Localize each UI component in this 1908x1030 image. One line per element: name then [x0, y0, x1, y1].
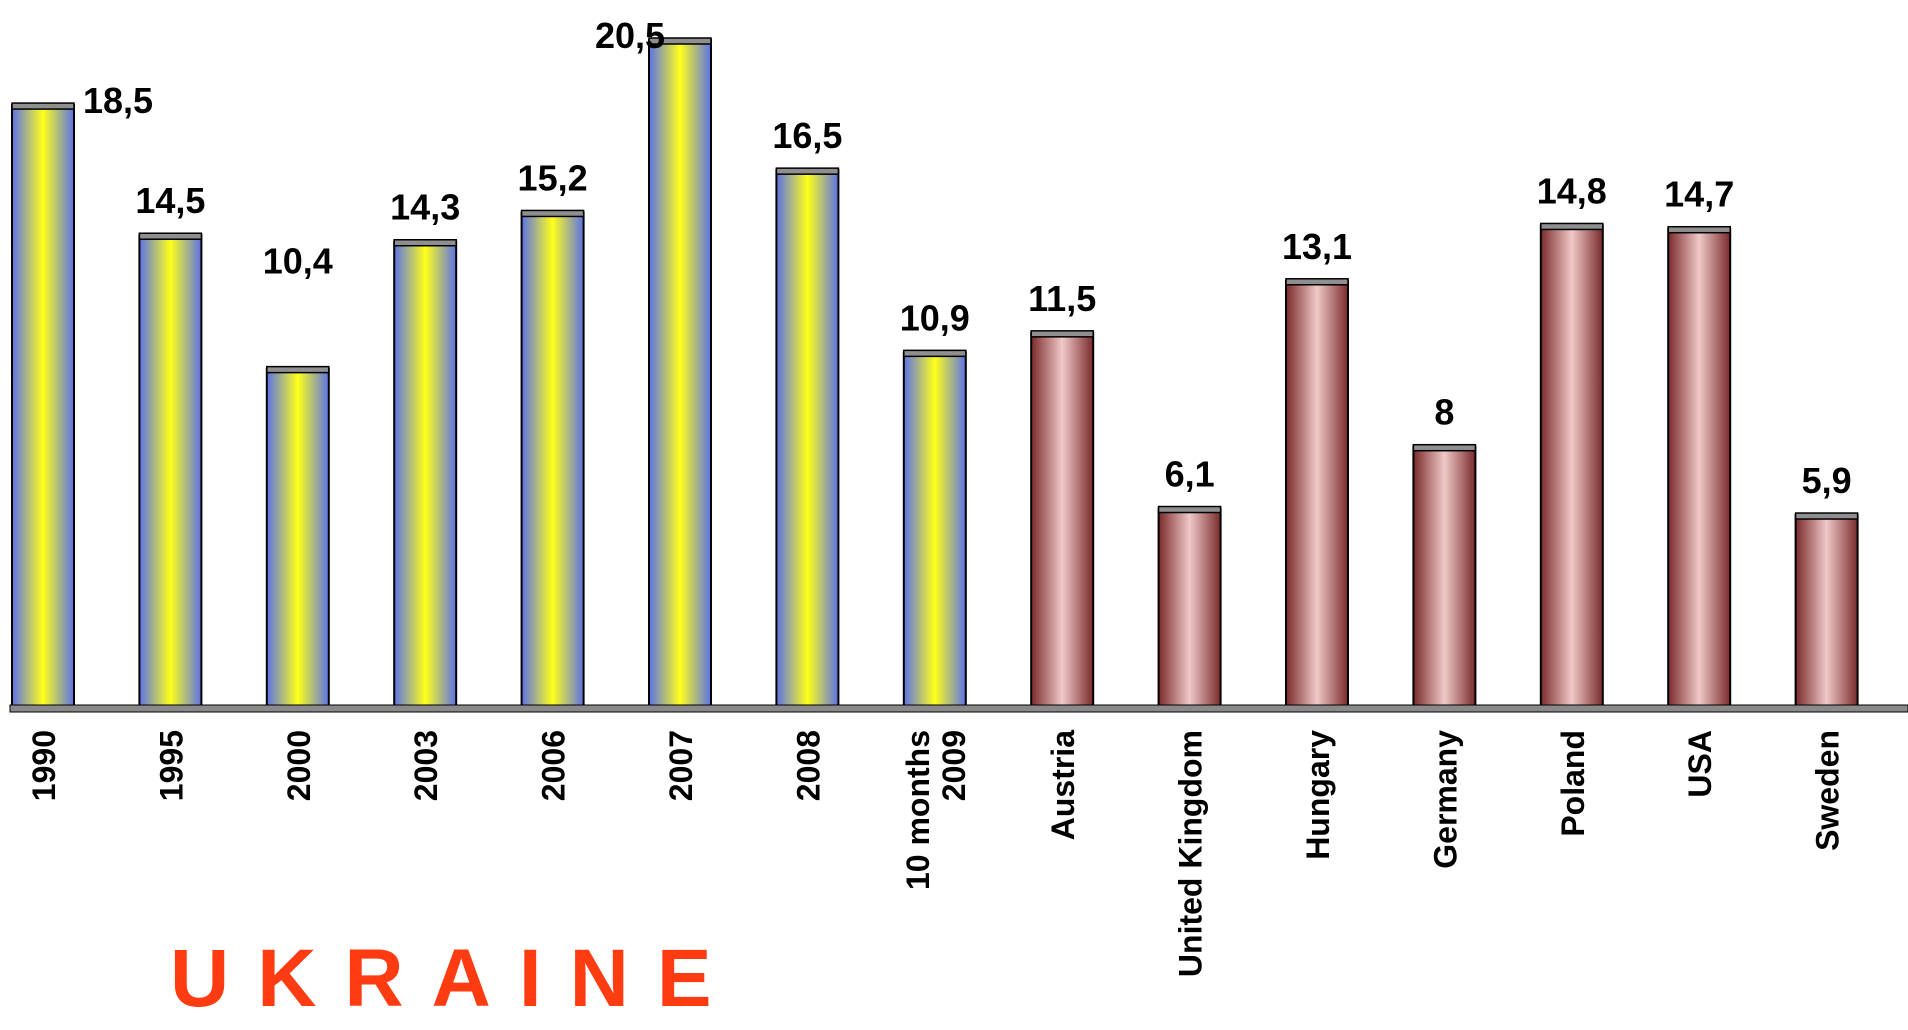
bar-2007	[648, 39, 712, 711]
category-label-text-2008: 2008	[790, 730, 826, 801]
category-label-text-austria: Austria	[1045, 730, 1081, 840]
category-label-text-10-months-2009-0: 10 months	[900, 730, 936, 890]
value-label-united-kingdom: 6,1	[1165, 454, 1215, 495]
category-label-2006: 2006	[536, 730, 572, 801]
category-label-text-germany: Germany	[1427, 730, 1463, 869]
category-label-text-poland: Poland	[1555, 730, 1591, 837]
category-label-poland: Poland	[1555, 730, 1591, 837]
value-label-2007: 20,5	[595, 15, 665, 56]
bar-top-hungary	[1285, 278, 1349, 286]
bar-10-months-2009	[902, 351, 967, 711]
category-label-text-2003: 2003	[408, 730, 444, 801]
category-label-2000: 2000	[281, 730, 317, 801]
bars	[11, 37, 1859, 712]
category-label-2008: 2008	[790, 730, 826, 801]
ukraine-group-label: UKRAINE	[170, 933, 740, 1024]
category-label-text-10-months-2009-1: 2009	[936, 730, 972, 801]
value-label-austria: 11,5	[1028, 278, 1096, 319]
bar-top-10-months-2009	[903, 349, 967, 358]
bar-2003	[393, 240, 458, 711]
bar-2006	[520, 211, 585, 711]
bar-top-2006	[520, 209, 585, 218]
bar-2000	[265, 367, 330, 711]
bar-top-poland	[1540, 222, 1604, 231]
bar-top-2003	[393, 238, 457, 247]
bar-top-austria	[1030, 330, 1094, 338]
bar-1995	[138, 234, 203, 711]
value-label-2000: 10,4	[263, 241, 333, 282]
category-label-sweden: Sweden	[1810, 730, 1846, 851]
category-label-1995: 1995	[153, 730, 189, 801]
bar-sweden	[1794, 514, 1859, 711]
value-labels: 18,5 14,5 10,4 14,3 15,2 20,5 16,5 10,9 11,5 6,1 1…	[83, 15, 1852, 501]
category-label-text-1990: 1990	[26, 730, 62, 801]
bar-top-1990	[11, 102, 75, 110]
bar-1990	[11, 104, 75, 711]
bar-top-germany	[1412, 443, 1477, 452]
value-label-sweden: 5,9	[1802, 460, 1852, 501]
category-label-text-2006: 2006	[536, 730, 572, 801]
category-label-text-1995: 1995	[153, 730, 189, 801]
bar-top-sweden	[1794, 512, 1859, 520]
value-label-1995: 14,5	[135, 180, 205, 221]
category-label-usa: USA	[1682, 730, 1718, 798]
bar-top-usa	[1667, 225, 1731, 234]
category-labels: 1990 1995 2000 2003 2006 2007 2008 10 months 200…	[26, 730, 1846, 977]
bar-united-kingdom	[1157, 507, 1222, 711]
bar-poland	[1539, 224, 1604, 712]
category-label-text-2007: 2007	[663, 730, 699, 801]
bar-usa	[1667, 227, 1732, 711]
category-label-2003: 2003	[408, 730, 444, 801]
category-label-1990: 1990	[26, 730, 62, 801]
category-label-2007: 2007	[663, 730, 699, 801]
category-label-text-usa: USA	[1682, 730, 1718, 798]
bar-top-2000	[266, 365, 330, 374]
category-label-germany: Germany	[1427, 730, 1463, 869]
bar-top-1995	[138, 232, 203, 240]
value-label-usa: 14,7	[1664, 174, 1734, 215]
category-label-text-united-kingdom: United Kingdom	[1173, 730, 1209, 977]
bar-austria	[1030, 331, 1095, 711]
x-axis-baseline	[9, 704, 1908, 713]
value-label-2008: 16,5	[772, 115, 842, 156]
category-label-text-hungary: Hungary	[1300, 730, 1336, 860]
value-label-10-months-2009: 10,9	[900, 297, 970, 338]
value-label-2003: 14,3	[390, 187, 460, 228]
bar-top-united-kingdom	[1157, 505, 1222, 514]
bar-2008	[775, 169, 840, 711]
bar-hungary	[1285, 279, 1349, 711]
value-label-2006: 15,2	[518, 157, 588, 198]
bar-top-2008	[775, 167, 840, 175]
bar-germany	[1412, 445, 1477, 711]
category-label-austria: Austria	[1045, 730, 1081, 840]
category-label-text-sweden: Sweden	[1810, 730, 1846, 851]
category-label-hungary: Hungary	[1300, 730, 1336, 860]
category-label-10-months-2009: 10 months 2009	[900, 730, 972, 890]
category-label-text-2000: 2000	[281, 730, 317, 801]
value-label-germany: 8	[1434, 392, 1454, 433]
value-label-poland: 14,8	[1537, 170, 1607, 211]
value-label-1990: 18,5	[83, 80, 153, 121]
category-label-united-kingdom: United Kingdom	[1173, 730, 1209, 977]
bar-top-2007	[648, 37, 712, 45]
value-label-hungary: 13,1	[1282, 226, 1352, 267]
